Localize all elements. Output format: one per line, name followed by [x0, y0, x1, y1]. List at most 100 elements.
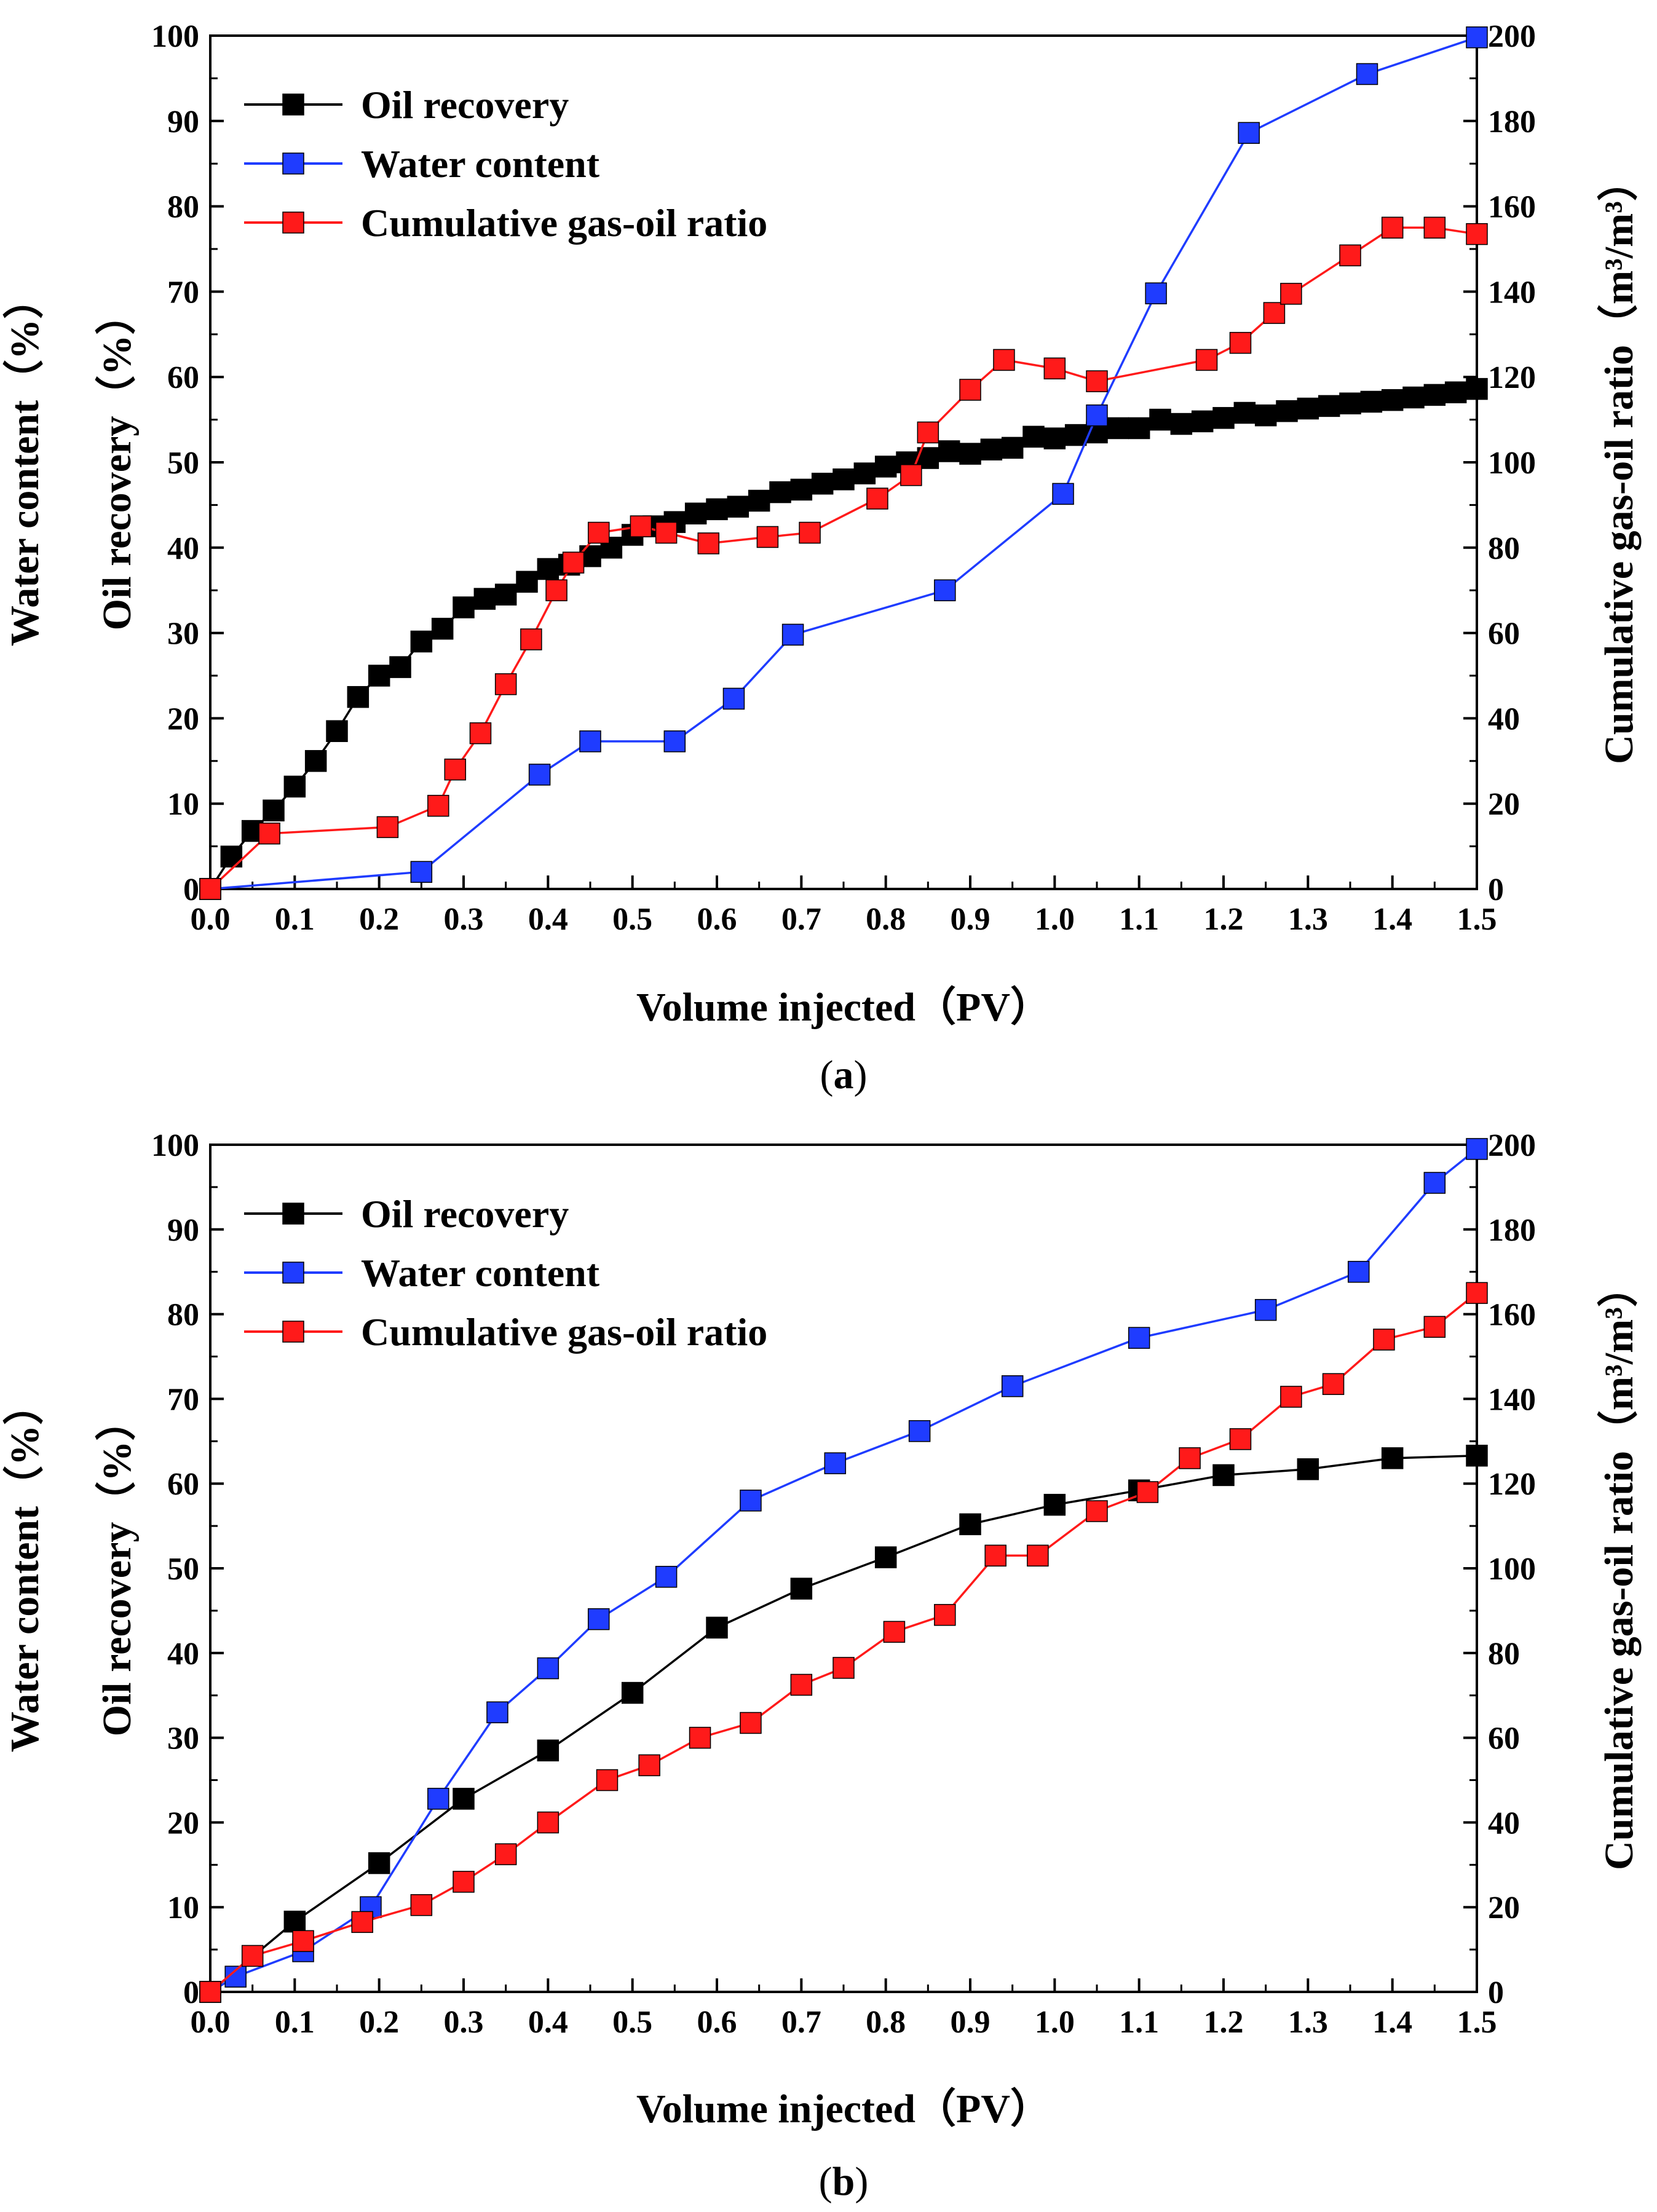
- data-point: [630, 515, 652, 537]
- legend-label: Oil recovery: [361, 83, 569, 127]
- x-tick-label: 0.6: [697, 2005, 737, 2040]
- data-point: [427, 794, 449, 817]
- data-point: [453, 1788, 475, 1810]
- y-tick-label: 90: [167, 105, 199, 140]
- y-tick-label: 80: [167, 190, 199, 225]
- legend-entry: Cumulative gas-oil ratio: [244, 1310, 767, 1354]
- x-tick-label: 0.7: [781, 2005, 821, 2040]
- data-point: [1280, 283, 1302, 305]
- x-tick-label: 0.1: [275, 2005, 315, 2040]
- x-tick-label: 0.0: [191, 2005, 231, 2040]
- x-tick-label: 0.8: [866, 2005, 906, 2040]
- x-tick-label: 1.3: [1288, 902, 1328, 937]
- data-point: [263, 799, 285, 822]
- data-point: [740, 1490, 762, 1512]
- data-point: [1136, 1481, 1159, 1503]
- legend-marker: [282, 1203, 304, 1225]
- x-tick-label: 0.2: [359, 2005, 399, 2040]
- data-point: [655, 521, 678, 544]
- data-point: [453, 1871, 475, 1893]
- data-point: [756, 526, 779, 548]
- data-point: [520, 628, 542, 650]
- y2-tick-label: 0: [1488, 872, 1504, 907]
- data-point: [1128, 417, 1150, 440]
- panel-label-open: (: [819, 2159, 832, 2204]
- y2-tick-label: 140: [1488, 1382, 1536, 1417]
- y2-tick-label: 100: [1488, 1552, 1536, 1587]
- data-point: [1280, 1386, 1302, 1408]
- data-point: [621, 1681, 644, 1704]
- data-point: [706, 1616, 728, 1639]
- x-tick-label: 0.6: [697, 902, 737, 937]
- data-point: [1179, 1447, 1201, 1469]
- y-axis-title-outer: Water content（%）: [2, 1384, 47, 1752]
- data-point: [516, 571, 538, 593]
- x-tick-label: 1.0: [1035, 902, 1075, 937]
- y-axis-title-inner: Oil recovery（%）: [94, 294, 140, 631]
- data-point: [832, 468, 855, 491]
- y2-tick-label: 40: [1488, 1806, 1520, 1841]
- data-point: [1318, 395, 1340, 417]
- data-point: [199, 1981, 221, 2003]
- data-point: [537, 1739, 560, 1762]
- panel-label-close: ): [854, 1053, 868, 1097]
- data-point: [1373, 1329, 1395, 1351]
- data-point: [706, 498, 728, 521]
- data-point: [1297, 1458, 1319, 1480]
- data-point: [1381, 1447, 1404, 1469]
- data-point: [1263, 302, 1286, 324]
- x-tick-label: 1.1: [1119, 902, 1159, 937]
- data-point: [326, 720, 348, 742]
- x-tick-label: 0.8: [866, 902, 906, 937]
- x-tick-label: 0.3: [444, 2005, 484, 2040]
- x-tick-label: 1.0: [1035, 2005, 1075, 2040]
- legend-marker: [282, 1321, 304, 1343]
- legend-marker: [282, 93, 304, 116]
- y-tick-label: 40: [167, 531, 199, 566]
- y2-axis-title: Cumulative gas-oil ratio（m³/m³）: [1596, 160, 1642, 764]
- data-point: [453, 596, 475, 618]
- data-point: [1381, 389, 1404, 411]
- data-point: [781, 623, 804, 646]
- data-point: [347, 685, 370, 708]
- data-point: [1027, 1544, 1049, 1567]
- data-point: [1322, 1373, 1345, 1396]
- data-point: [811, 472, 834, 495]
- data-point: [1339, 244, 1361, 267]
- panel-label-close: ): [855, 2159, 868, 2204]
- data-point: [368, 665, 390, 687]
- data-point: [528, 764, 551, 786]
- x-tick-label: 1.4: [1372, 2005, 1412, 2040]
- data-point: [1191, 410, 1214, 433]
- data-point: [545, 579, 567, 601]
- data-point: [1043, 357, 1066, 380]
- data-point: [1381, 216, 1404, 239]
- data-point: [410, 630, 433, 653]
- data-point: [389, 656, 411, 678]
- data-point: [883, 1621, 906, 1643]
- data-point: [1339, 392, 1361, 414]
- data-point: [537, 1811, 560, 1834]
- data-point: [1444, 381, 1467, 403]
- y2-tick-label: 160: [1488, 190, 1536, 225]
- data-point: [1466, 1138, 1488, 1160]
- data-point: [494, 1843, 517, 1865]
- data-point: [1170, 413, 1193, 435]
- y2-tick-label: 180: [1488, 1213, 1536, 1248]
- y-tick-label: 20: [167, 1806, 199, 1841]
- legend-label: Water content: [361, 1251, 600, 1295]
- y-tick-label: 30: [167, 1721, 199, 1756]
- data-point: [579, 730, 601, 752]
- data-point: [537, 1657, 560, 1680]
- data-point: [1466, 1282, 1488, 1304]
- y-tick-label: 60: [167, 1467, 199, 1502]
- data-point: [908, 1420, 931, 1442]
- series-line: [209, 387, 1477, 890]
- data-point: [1107, 417, 1129, 440]
- data-point: [562, 551, 585, 574]
- y2-tick-label: 160: [1488, 1298, 1536, 1333]
- legend-entry: Cumulative gas-oil ratio: [244, 201, 767, 245]
- data-point: [1423, 1172, 1446, 1194]
- data-point: [427, 1788, 449, 1810]
- y2-axis-title: Cumulative gas-oil ratio（m³/m³）: [1596, 1266, 1642, 1870]
